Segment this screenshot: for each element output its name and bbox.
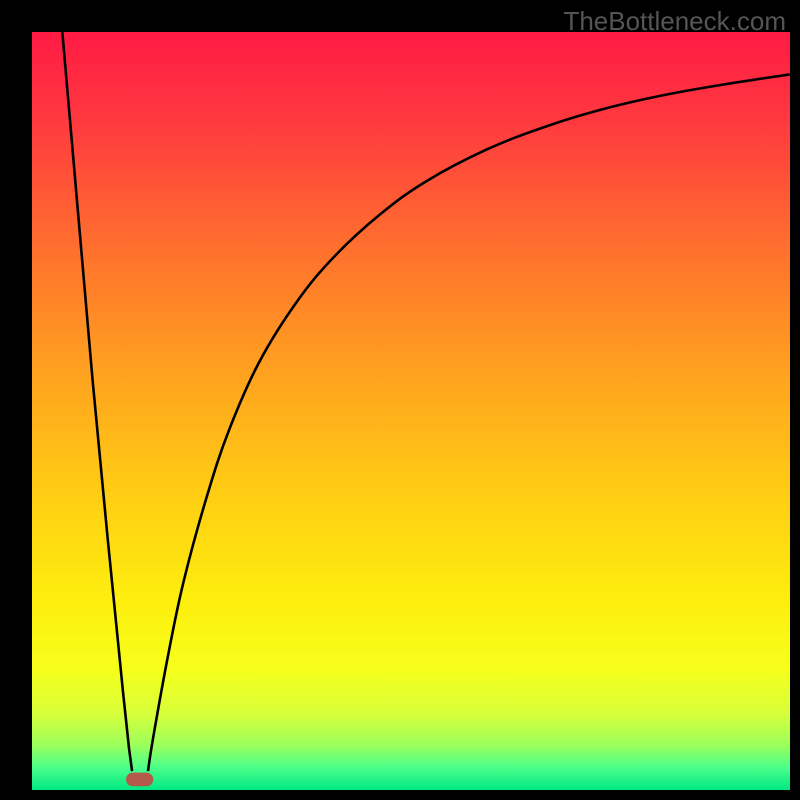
chart-frame: TheBottleneck.com <box>0 0 800 800</box>
bottleneck-marker <box>126 773 153 787</box>
bottleneck-chart <box>32 32 790 790</box>
gradient-background <box>32 32 790 790</box>
